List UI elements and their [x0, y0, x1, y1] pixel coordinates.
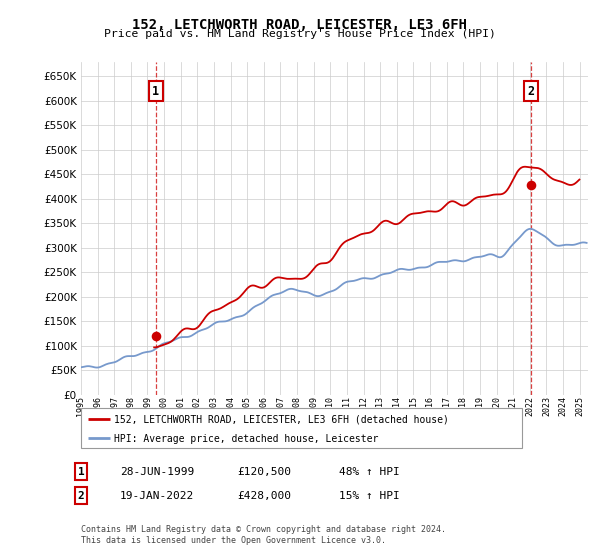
Text: 2: 2	[527, 85, 534, 97]
Text: HPI: Average price, detached house, Leicester: HPI: Average price, detached house, Leic…	[114, 434, 379, 444]
Text: 2: 2	[77, 491, 85, 501]
Text: 48% ↑ HPI: 48% ↑ HPI	[339, 466, 400, 477]
Text: 15% ↑ HPI: 15% ↑ HPI	[339, 491, 400, 501]
Text: Contains HM Land Registry data © Crown copyright and database right 2024.
This d: Contains HM Land Registry data © Crown c…	[81, 525, 446, 545]
Text: 19-JAN-2022: 19-JAN-2022	[120, 491, 194, 501]
Point	[151, 332, 160, 340]
Text: £428,000: £428,000	[237, 491, 291, 501]
Text: Price paid vs. HM Land Registry's House Price Index (HPI): Price paid vs. HM Land Registry's House …	[104, 29, 496, 39]
Text: 28-JUN-1999: 28-JUN-1999	[120, 466, 194, 477]
Point	[526, 181, 535, 190]
FancyBboxPatch shape	[81, 408, 522, 448]
Text: 1: 1	[77, 466, 85, 477]
Text: £120,500: £120,500	[237, 466, 291, 477]
Text: 152, LETCHWORTH ROAD, LEICESTER, LE3 6FH (detached house): 152, LETCHWORTH ROAD, LEICESTER, LE3 6FH…	[114, 414, 449, 424]
Text: 152, LETCHWORTH ROAD, LEICESTER, LE3 6FH: 152, LETCHWORTH ROAD, LEICESTER, LE3 6FH	[133, 18, 467, 32]
Text: 1: 1	[152, 85, 159, 97]
